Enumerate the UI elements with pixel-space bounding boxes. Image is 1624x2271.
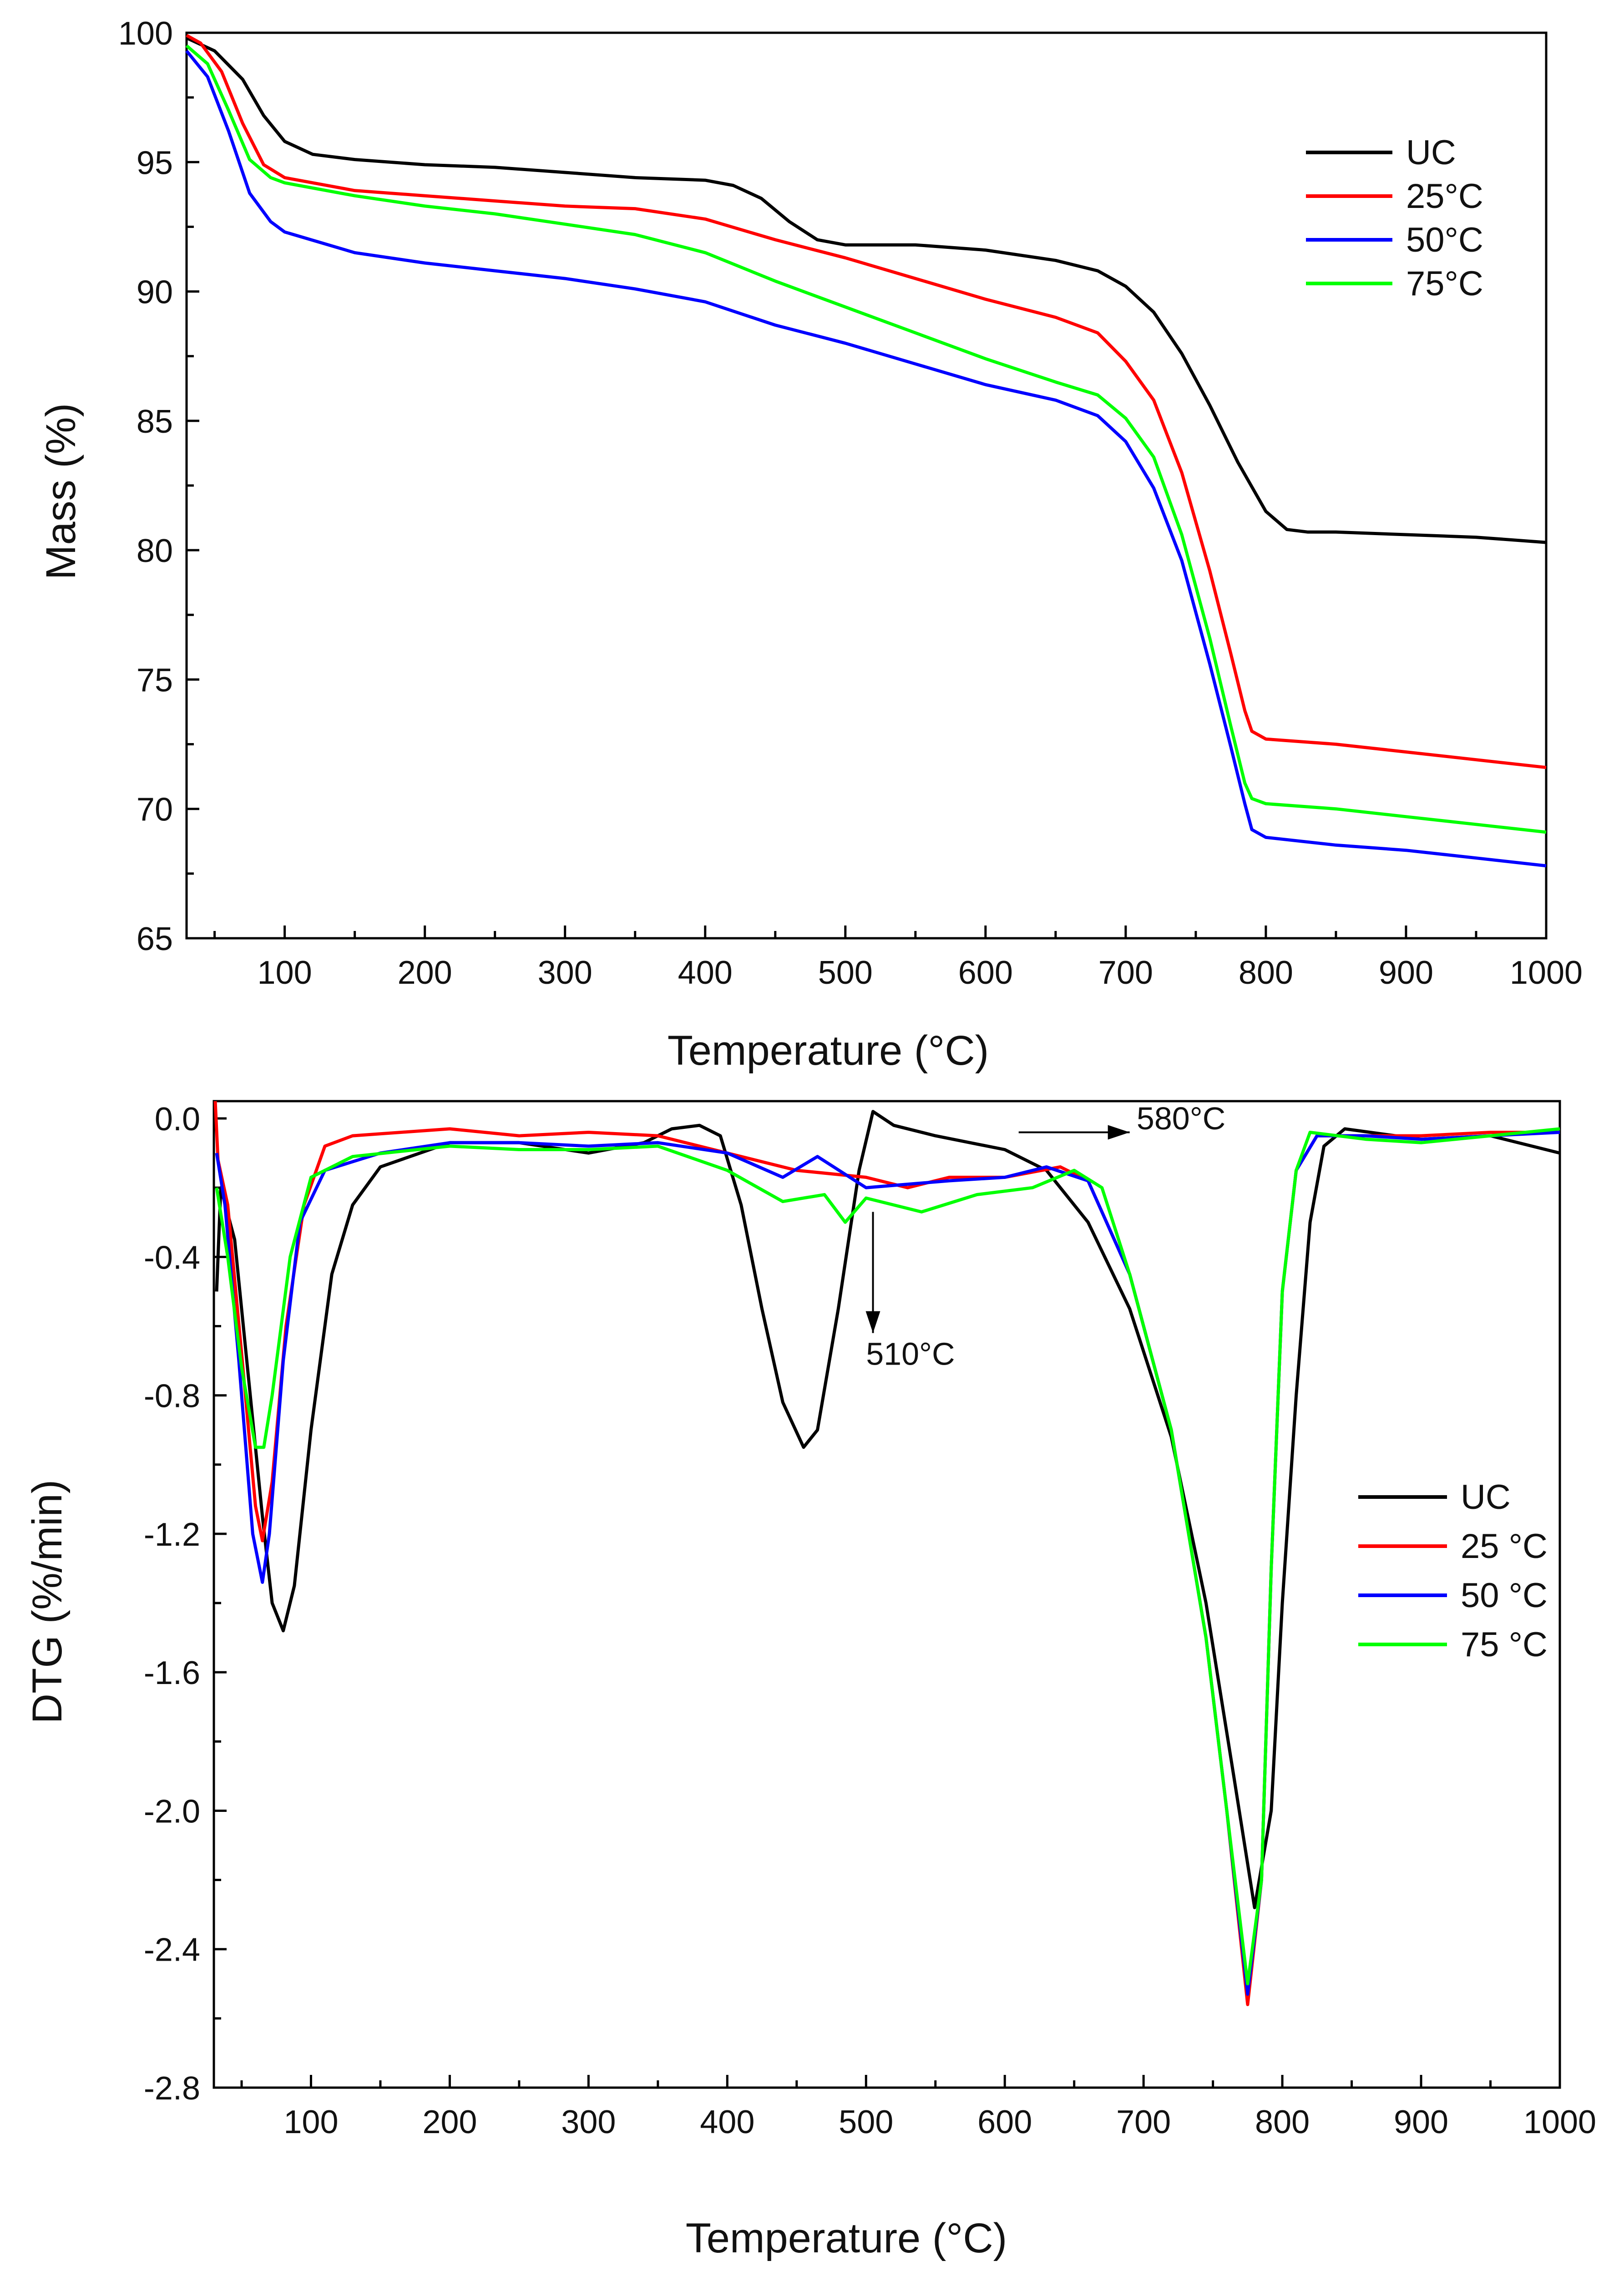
dtg-x-axis-title: Temperature (°C) (686, 2215, 1007, 2261)
mass-y-tick-label: 75 (137, 662, 173, 698)
dtg-x-tick-label: 1000 (1523, 2104, 1596, 2140)
dtg-legend-label-25c: 25 °C (1461, 1527, 1548, 1566)
dtg-y-tick-label: -1.2 (144, 1517, 200, 1553)
dtg-annotations: 580°C 510°C (865, 1101, 1225, 1371)
dtg-chart-panel: 100 200 300 400 500 600 700 800 900 1000 0.0 -0.4 -0… (24, 1100, 1596, 2261)
mass-x-tick-label: 700 (1098, 955, 1153, 991)
dtg-axis-ticks: 100 200 300 400 500 600 700 800 900 1000 0.0 -0.4 -0… (144, 1101, 1596, 2140)
mass-legend-label-50c: 50°C (1406, 221, 1483, 259)
mass-series-line-25c (186, 34, 1547, 769)
dtg-y-tick-label: 0.0 (155, 1101, 200, 1138)
mass-y-tick-label: 85 (137, 404, 173, 440)
dtg-x-tick-label: 400 (700, 2104, 754, 2140)
mass-legend-label-uc: UC (1406, 133, 1456, 172)
dtg-annotation-arrowhead (1108, 1125, 1130, 1140)
dtg-y-tick-label: -1.6 (144, 1655, 200, 1691)
mass-x-tick-label: 1000 (1510, 955, 1583, 991)
mass-series-group (185, 34, 1547, 868)
mass-y-tick-label: 80 (137, 533, 173, 569)
dtg-x-tick-label: 100 (283, 2104, 338, 2140)
dtg-y-tick-label: -2.4 (144, 1932, 200, 1968)
dtg-x-tick-label: 500 (839, 2104, 893, 2140)
mass-x-tick-label: 800 (1239, 955, 1293, 991)
mass-x-tick-label: 300 (538, 955, 592, 991)
dtg-x-tick-label: 300 (561, 2104, 616, 2140)
mass-x-axis-title: Temperature (°C) (668, 1027, 989, 1074)
dtg-series-group (213, 1101, 1560, 2006)
mass-x-tick-label: 100 (258, 955, 312, 991)
mass-legend: UC 25°C 50°C 75°C (1306, 133, 1483, 303)
dtg-y-tick-label: -0.4 (144, 1239, 200, 1276)
mass-y-tick-label: 90 (137, 274, 173, 311)
dtg-annotation-label: 510°C (866, 1336, 955, 1371)
dtg-legend: UC 25 °C 50 °C 75 °C (1358, 1478, 1548, 1664)
dtg-plot-frame (212, 1100, 1561, 2089)
mass-x-tick-label: 900 (1379, 955, 1433, 991)
mass-y-axis-title: Mass (%) (38, 403, 84, 580)
mass-series-line-50c (185, 50, 1547, 868)
dtg-y-tick-label: -0.8 (144, 1378, 200, 1415)
dtg-x-tick-label: 600 (977, 2104, 1032, 2140)
dtg-legend-label-50c: 50 °C (1461, 1576, 1548, 1615)
dtg-legend-label-75c: 75 °C (1461, 1625, 1548, 1664)
dtg-y-axis-title: DTG (%/min) (24, 1480, 71, 1724)
mass-series-line-75c (185, 44, 1547, 834)
dtg-y-tick-label: -2.8 (144, 2070, 200, 2107)
mass-chart-panel: 100 200 300 400 500 600 700 800 900 1000 65 70 75 80 8… (38, 15, 1583, 1074)
dtg-x-tick-label: 800 (1255, 2104, 1310, 2140)
mass-series-line-uc (186, 36, 1547, 544)
mass-x-tick-label: 500 (818, 955, 873, 991)
mass-legend-label-25c: 25°C (1406, 177, 1483, 216)
mass-y-tick-label: 100 (118, 15, 173, 52)
mass-y-tick-label: 70 (137, 792, 173, 828)
mass-axis-ticks: 100 200 300 400 500 600 700 800 900 1000 65 70 75 80 8… (118, 15, 1583, 991)
mass-legend-label-75c: 75°C (1406, 264, 1483, 303)
dtg-series-line-75c (215, 1127, 1560, 1986)
dtg-annotation-label: 580°C (1137, 1101, 1225, 1136)
mass-x-tick-label: 400 (678, 955, 733, 991)
dtg-legend-label-uc: UC (1461, 1478, 1511, 1517)
dtg-y-tick-label: -2.0 (144, 1793, 200, 1830)
dtg-annotation-arrowhead (865, 1311, 880, 1333)
dtg-x-tick-label: 900 (1394, 2104, 1448, 2140)
mass-y-tick-label: 95 (137, 145, 173, 181)
dtg-series-line-uc (215, 1110, 1560, 1909)
mass-x-tick-label: 200 (398, 955, 452, 991)
mass-y-tick-label: 65 (137, 921, 173, 957)
dtg-x-tick-label: 700 (1116, 2104, 1171, 2140)
dtg-x-tick-label: 200 (422, 2104, 477, 2140)
mass-x-tick-label: 600 (958, 955, 1013, 991)
